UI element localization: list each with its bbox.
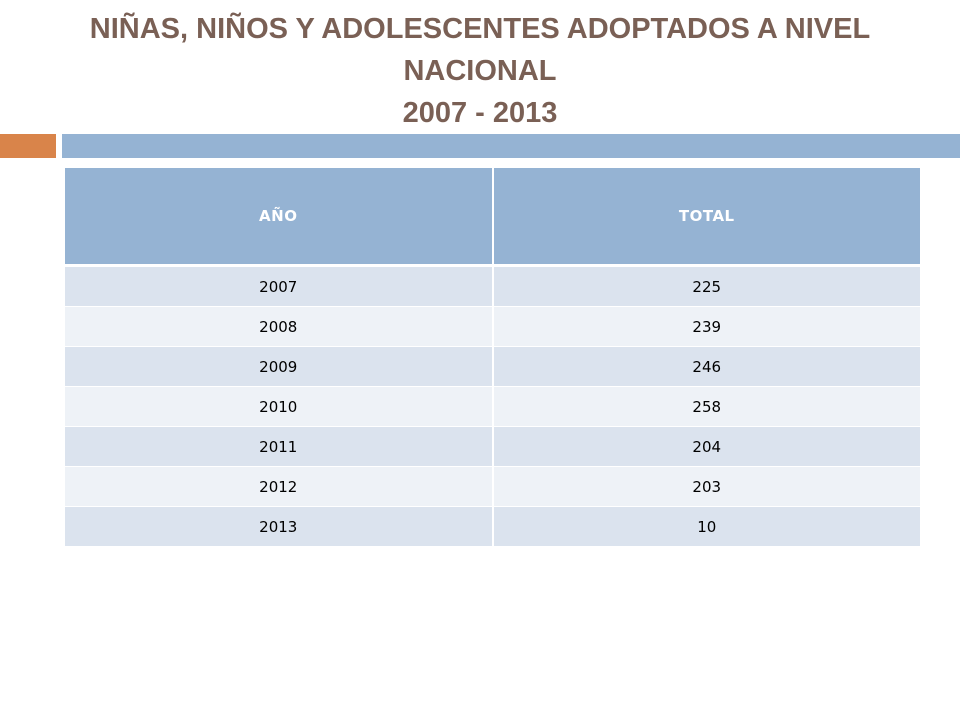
cell-year: 2008 <box>65 306 494 347</box>
header-rule-bar <box>62 134 960 158</box>
cell-year: 2007 <box>65 265 494 307</box>
table-row: 2010 258 <box>65 386 920 427</box>
table-row: 2011 204 <box>65 426 920 467</box>
column-header-total: TOTAL <box>492 168 920 267</box>
adoptions-table: AÑO TOTAL 2007 225 2008 239 2009 246 201… <box>65 168 920 546</box>
accent-bar <box>0 134 56 158</box>
cell-total: 239 <box>492 306 920 347</box>
cell-year: 2010 <box>65 386 494 427</box>
table-header-row: AÑO TOTAL <box>65 168 920 267</box>
table-row: 2013 10 <box>65 506 920 546</box>
cell-year: 2011 <box>65 426 494 467</box>
table-row: 2009 246 <box>65 346 920 387</box>
cell-total: 246 <box>492 346 920 387</box>
cell-total: 258 <box>492 386 920 427</box>
title-line-3: 2007 - 2013 <box>402 97 558 129</box>
title-line-2: NACIONAL <box>403 55 557 87</box>
cell-total: 225 <box>492 265 920 307</box>
title-line-1: NIÑAS, NIÑOS Y ADOLESCENTES ADOPTADOS A … <box>89 13 871 45</box>
table-row: 2008 239 <box>65 306 920 347</box>
table-row: 2007 225 <box>65 265 920 307</box>
cell-year: 2013 <box>65 506 494 546</box>
table-row: 2012 203 <box>65 466 920 507</box>
cell-total: 10 <box>492 506 920 546</box>
cell-total: 204 <box>492 426 920 467</box>
cell-year: 2012 <box>65 466 494 507</box>
cell-year: 2009 <box>65 346 494 387</box>
page-title: NIÑAS, NIÑOS Y ADOLESCENTES ADOPTADOS A … <box>20 8 940 134</box>
column-header-year: AÑO <box>65 168 494 267</box>
cell-total: 203 <box>492 466 920 507</box>
